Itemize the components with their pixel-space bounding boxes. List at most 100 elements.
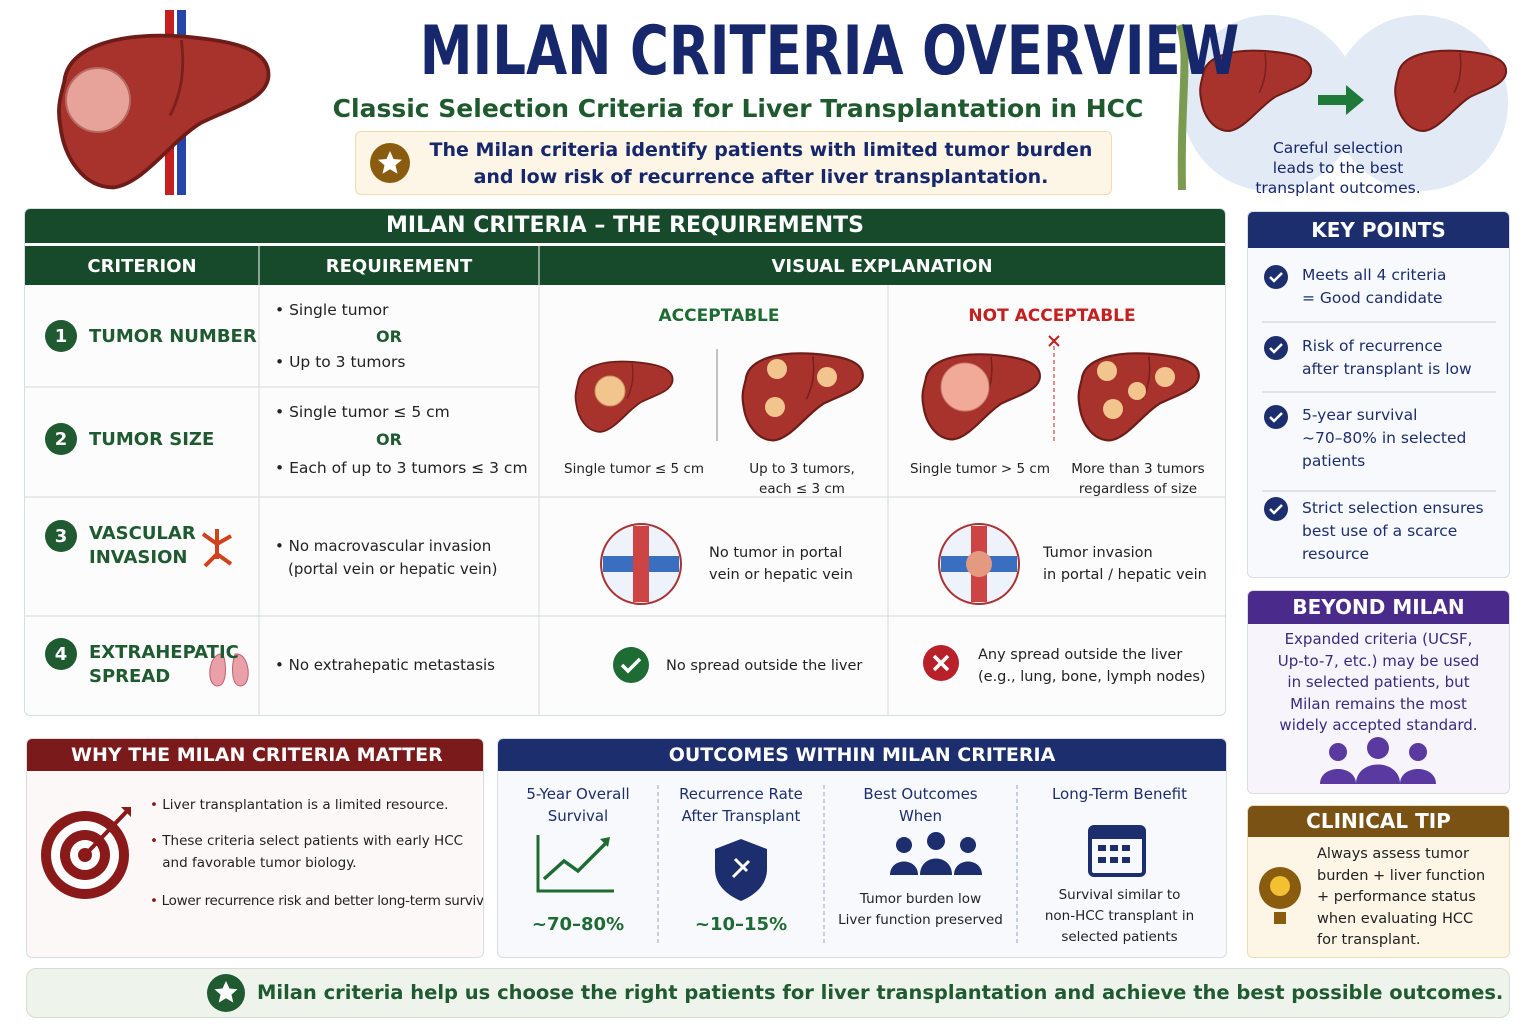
key-point: Risk of recurrence after transplant is lo… xyxy=(1302,335,1472,381)
text: Single tumor ≤ 5 cm xyxy=(289,403,450,421)
header-row xyxy=(25,246,1225,285)
footer-text: Milan criteria help us choose the right … xyxy=(257,981,1504,1004)
text-line: Up-to-7, etc.) may be used xyxy=(1277,651,1480,670)
text-line: Meets all 4 criteria xyxy=(1302,266,1447,284)
text-line: Liver function preserved xyxy=(838,912,1003,928)
text-line: and favorable tumor biology. xyxy=(162,855,357,871)
text-line: for transplant. xyxy=(1317,932,1421,948)
panel-title: OUTCOMES WITHIN MILAN CRITERIA xyxy=(498,739,1226,771)
criterion-name: VASCULAR INVASION xyxy=(89,522,196,570)
text-line: Long-Term Benefit xyxy=(1051,785,1188,803)
panel-title: MILAN CRITERIA – THE REQUIREMENTS xyxy=(25,209,1225,243)
criterion-name: EXTRAHEPATIC SPREAD xyxy=(89,641,239,689)
text: (portal vein or hepatic vein) xyxy=(288,560,498,578)
text-line: and low risk of recurrence after liver t… xyxy=(473,166,1049,188)
text-line: Always assess tumor xyxy=(1317,846,1469,862)
visual-caption: Tumor invasion in portal / hepatic vein xyxy=(1043,542,1207,586)
text-line: When xyxy=(898,807,943,825)
text-line: TUMOR SIZE xyxy=(89,429,215,450)
outcome-value: ~70–80% xyxy=(531,914,625,935)
text-line: These criteria select patients with earl… xyxy=(162,833,464,849)
key-point: Strict selection ensures best use of a sc… xyxy=(1302,497,1484,566)
bullet-text: Lower recurrence risk and better long-te… xyxy=(162,890,483,912)
or-separator: OR xyxy=(376,430,402,449)
acceptable-header: ACCEPTABLE xyxy=(658,306,780,326)
text-line: leads to the best xyxy=(1272,159,1404,177)
requirement-item: • Single tumor ≤ 5 cm xyxy=(275,403,450,421)
why-panel: WHY THE MILAN CRITERIA MATTER • Liver tr… xyxy=(26,738,484,958)
target-icon xyxy=(41,807,131,899)
visual-caption: Single tumor ≤ 5 cm xyxy=(534,459,734,479)
people-icon xyxy=(1320,737,1436,784)
key-points-icons xyxy=(1262,265,1496,521)
text-line: Liver transplantation is a limited resou… xyxy=(162,797,449,813)
text-line: in selected patients, but xyxy=(1287,673,1470,691)
panel-title: KEY POINTS xyxy=(1248,212,1509,248)
outcome-value: ~10–15% xyxy=(694,914,788,935)
text-line: Risk of recurrence xyxy=(1302,337,1443,355)
text-line: non-HCC transplant in xyxy=(1044,908,1195,924)
visual-caption: No spread outside the liver xyxy=(666,655,862,677)
text-line: 5-year survival xyxy=(1302,406,1418,424)
text-line: burden + liver function xyxy=(1317,867,1486,884)
requirement-item: • Up to 3 tumors xyxy=(275,353,406,371)
text-line: Careful selection xyxy=(1272,139,1404,157)
bullet-text: Liver transplantation is a limited resou… xyxy=(162,794,448,816)
side-caption: Careful selection leads to the best transp… xyxy=(1238,138,1438,198)
text-line: VASCULAR xyxy=(89,523,196,544)
visual-caption: Up to 3 tumors, each ≤ 3 cm xyxy=(702,459,902,499)
text: No extrahepatic metastasis xyxy=(288,656,495,674)
or-separator: OR xyxy=(376,327,402,346)
footer: Milan criteria help us choose the right … xyxy=(26,968,1510,1018)
text-line: After Transplant xyxy=(681,807,801,825)
outcome-heading: Best Outcomes When xyxy=(824,783,1017,827)
requirement-item: • Each of up to 3 tumors ≤ 3 cm xyxy=(275,459,528,477)
text-line: EXTRAHEPATIC xyxy=(89,642,239,663)
title: MILAN CRITERIA OVERVIEW xyxy=(419,12,1240,91)
beyond-text: Expanded criteria (UCSF, Up-to-7, etc.) m… xyxy=(1248,629,1509,737)
text-line: Survival xyxy=(547,807,609,825)
text-line: Recurrence Rate xyxy=(679,785,803,803)
star-icon xyxy=(207,974,245,1012)
text-line: widely accepted standard. xyxy=(1279,716,1478,734)
text-line: No spread outside the liver xyxy=(666,658,863,674)
text-line: in portal / hepatic vein xyxy=(1043,567,1207,583)
column-header: VISUAL EXPLANATION xyxy=(771,256,993,277)
summary-box: The Milan criteria identify patients wit… xyxy=(355,131,1112,195)
liver-illustration xyxy=(20,10,310,195)
outcome-caption: Tumor burden low Liver function preserved xyxy=(824,889,1017,931)
requirement-item: • No extrahepatic metastasis xyxy=(275,656,495,674)
key-points-panel: KEY POINTS Meets all 4 criteria = Good ca… xyxy=(1247,211,1510,578)
text-line: each ≤ 3 cm xyxy=(759,481,845,497)
text-line: Tumor invasion xyxy=(1043,545,1153,561)
text-line: when evaluating HCC xyxy=(1317,910,1474,927)
table-grid xyxy=(25,246,1225,715)
subtitle: Classic Selection Criteria for Liver Tra… xyxy=(332,94,1144,123)
text-line: Milan remains the most xyxy=(1290,694,1467,713)
requirement-item: • No macrovascular invasion (portal vein … xyxy=(275,537,498,578)
row-number: 2 xyxy=(54,429,68,450)
text-line: transplant outcomes. xyxy=(1255,179,1421,197)
bullet: • Lower recurrence risk and better long-… xyxy=(150,890,483,912)
row-number: 4 xyxy=(54,644,68,665)
visual-caption: No tumor in portal vein or hepatic vein xyxy=(709,542,853,586)
text-line: Strict selection ensures xyxy=(1302,499,1484,517)
text-line: (e.g., lung, bone, lymph nodes) xyxy=(978,669,1206,685)
key-point: 5-year survival ~70–80% in selected patien… xyxy=(1302,404,1466,473)
text-line: after transplant is low xyxy=(1302,360,1472,378)
text: No macrovascular invasion xyxy=(288,537,492,555)
row-number: 3 xyxy=(54,526,68,547)
text-line: resource xyxy=(1302,545,1370,563)
text-line: regardless of size xyxy=(1078,481,1198,497)
panel-title: BEYOND MILAN xyxy=(1248,591,1509,624)
text-line: No tumor in portal xyxy=(709,545,843,561)
text-line: Expanded criteria (UCSF, xyxy=(1284,630,1473,648)
tip-text: Always assess tumor burden + liver functi… xyxy=(1317,844,1485,952)
bullet: • Liver transplantation is a limited res… xyxy=(150,794,448,816)
lightbulb-icon xyxy=(1259,867,1301,924)
requirement-item: • Single tumor xyxy=(275,301,389,319)
text-line: Tumor burden low xyxy=(859,891,982,907)
text: Single tumor xyxy=(289,301,389,319)
text-line: The Milan criteria identify patients wit… xyxy=(429,139,1093,161)
